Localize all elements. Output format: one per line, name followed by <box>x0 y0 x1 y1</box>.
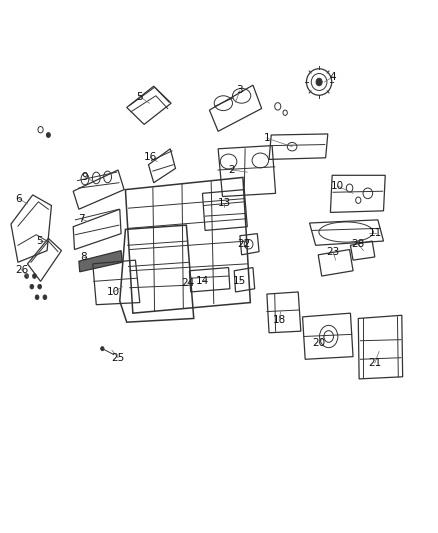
Text: 7: 7 <box>78 214 85 224</box>
Ellipse shape <box>46 133 50 138</box>
Text: 21: 21 <box>368 358 381 368</box>
Text: 26: 26 <box>15 265 28 274</box>
Text: 2: 2 <box>229 165 235 175</box>
Ellipse shape <box>43 295 47 300</box>
Text: 5: 5 <box>137 92 143 102</box>
Polygon shape <box>79 251 122 272</box>
Text: 5: 5 <box>36 236 43 246</box>
Text: 4: 4 <box>330 71 336 82</box>
Ellipse shape <box>38 284 42 289</box>
Ellipse shape <box>35 295 39 300</box>
Text: 18: 18 <box>272 314 286 325</box>
Text: 22: 22 <box>238 239 251 249</box>
Text: 23: 23 <box>326 247 339 257</box>
Text: 14: 14 <box>196 276 209 286</box>
Ellipse shape <box>25 273 28 278</box>
Text: 20: 20 <box>313 338 326 348</box>
Ellipse shape <box>101 346 104 351</box>
Text: 9: 9 <box>81 172 88 182</box>
Text: 16: 16 <box>144 152 157 162</box>
Text: 11: 11 <box>369 228 382 238</box>
Text: 28: 28 <box>352 239 365 249</box>
Text: 10: 10 <box>331 181 344 191</box>
Text: 1: 1 <box>264 133 270 143</box>
Ellipse shape <box>30 284 34 289</box>
Text: 8: 8 <box>80 252 87 262</box>
Ellipse shape <box>316 78 322 86</box>
Ellipse shape <box>32 273 36 278</box>
Text: 13: 13 <box>218 198 231 208</box>
Text: 15: 15 <box>233 276 247 286</box>
Text: 6: 6 <box>15 193 22 204</box>
Text: 24: 24 <box>181 278 194 288</box>
Text: 10: 10 <box>107 287 120 297</box>
Text: 25: 25 <box>111 353 125 362</box>
Text: 3: 3 <box>237 85 243 95</box>
